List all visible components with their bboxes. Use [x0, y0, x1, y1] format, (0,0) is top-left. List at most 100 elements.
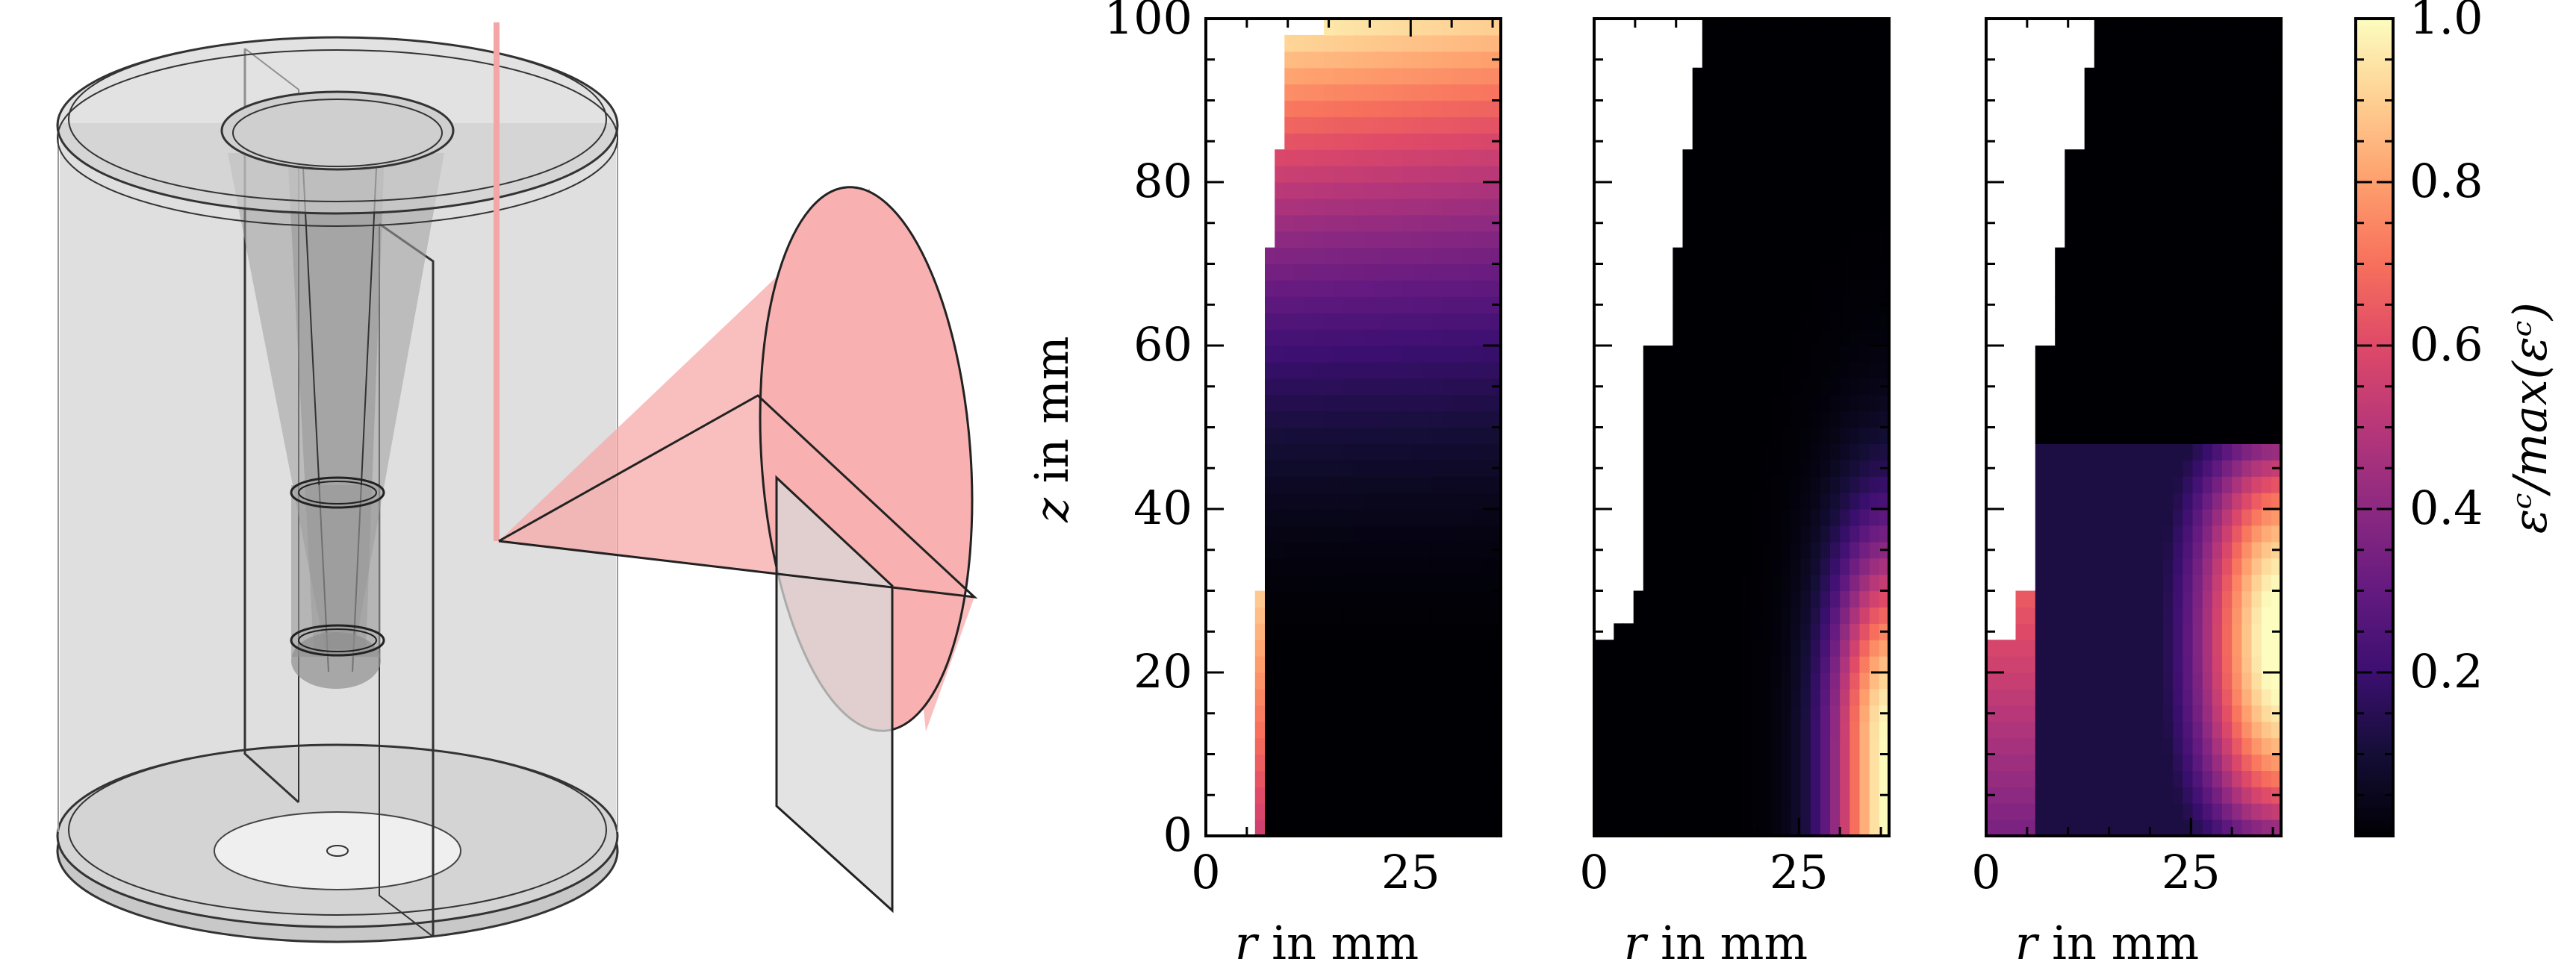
- heatmap-cell: [2133, 493, 2144, 510]
- heatmap-cell: [1859, 19, 1870, 36]
- y-tick-label: 40: [1133, 481, 1192, 535]
- heatmap-cell: [1820, 656, 1831, 673]
- heatmap-cell: [1663, 754, 1673, 771]
- heatmap-cell: [1741, 346, 1752, 363]
- heatmap-cell: [2124, 803, 2135, 820]
- heatmap-cell: [1771, 182, 1782, 199]
- heatmap-cell: [2241, 754, 2253, 771]
- heatmap-cell: [2133, 770, 2144, 787]
- heatmap-cell: [1275, 296, 1285, 313]
- heatmap-cell: [1334, 688, 1344, 706]
- heatmap-cell: [1830, 378, 1841, 396]
- heatmap-cell: [1623, 803, 1634, 820]
- heatmap-cell: [1692, 623, 1703, 640]
- heatmap-cell: [1471, 787, 1482, 804]
- heatmap-cell: [1372, 410, 1384, 428]
- heatmap-cell: [2271, 737, 2282, 755]
- heatmap-cell: [1412, 182, 1423, 199]
- heatmap-cell: [1383, 590, 1393, 608]
- heatmap-cell: [1363, 770, 1374, 787]
- heatmap-cell: [1771, 787, 1782, 804]
- heatmap-cell: [1402, 721, 1413, 739]
- heatmap-cell: [1431, 231, 1443, 249]
- heatmap-cell: [2251, 427, 2262, 444]
- heatmap-cell: [1869, 770, 1880, 787]
- heatmap-cell: [1800, 100, 1811, 117]
- heatmap-cell: [1810, 116, 1821, 134]
- heatmap-cell: [2212, 787, 2223, 804]
- heatmap-cell: [1422, 19, 1433, 36]
- heatmap-cell: [2074, 231, 2085, 249]
- heatmap-cell: [1761, 149, 1772, 166]
- heatmap-cell: [2183, 166, 2194, 183]
- heatmap-cell: [1712, 394, 1723, 412]
- heatmap-cell: [1284, 329, 1295, 346]
- heatmap-cell: [1771, 394, 1782, 412]
- heatmap-cell: [2065, 182, 2076, 199]
- heatmap-cell: [1996, 803, 2006, 820]
- heatmap-cell: [1422, 231, 1433, 249]
- heatmap-cell: [1702, 280, 1713, 297]
- heatmap-cell: [2232, 460, 2242, 477]
- heatmap-cell: [2192, 51, 2203, 69]
- heatmap-cell: [2192, 443, 2203, 460]
- heatmap-cell: [2143, 214, 2154, 232]
- heatmap-cell: [1771, 378, 1782, 396]
- heatmap-cell: [1431, 443, 1443, 460]
- heatmap-cell: [1673, 476, 1684, 493]
- heatmap-cell: [2055, 263, 2065, 281]
- heatmap-cell: [1363, 410, 1374, 428]
- heatmap-cell: [1879, 280, 1890, 297]
- heatmap-cell: [1594, 688, 1605, 706]
- heatmap-cell: [1471, 541, 1482, 559]
- heatmap-cell: [1761, 51, 1772, 69]
- heatmap-cell: [2222, 166, 2233, 183]
- heatmap-cell: [1800, 705, 1811, 722]
- heatmap-cell: [1741, 231, 1752, 249]
- heatmap-cell: [1471, 558, 1482, 575]
- heatmap-cell: [1452, 346, 1462, 363]
- heatmap-cell: [2241, 819, 2253, 837]
- heatmap-cell: [1284, 182, 1295, 199]
- heatmap-cell: [1653, 346, 1664, 363]
- heatmap-cell: [1393, 525, 1403, 543]
- support-frame: [243, 49, 300, 804]
- heatmap-cell: [1402, 541, 1413, 559]
- heatmap-cell: [1284, 656, 1295, 673]
- heatmap-cell: [2035, 476, 2046, 493]
- heatmap-cell: [2074, 247, 2085, 265]
- heatmap-cell: [1383, 737, 1393, 755]
- heatmap-cell: [2192, 280, 2203, 297]
- heatmap-cell: [2212, 67, 2223, 85]
- heatmap-cell: [1304, 166, 1315, 183]
- heatmap-cell: [1643, 476, 1654, 493]
- heatmap-cell: [2143, 133, 2154, 150]
- heatmap-cell: [1353, 787, 1364, 804]
- heatmap-cell: [1353, 754, 1364, 771]
- heatmap-cell: [2055, 394, 2065, 412]
- heatmap-cell: [1830, 166, 1841, 183]
- heatmap-cell: [1294, 67, 1305, 85]
- heatmap-cell: [1304, 672, 1315, 690]
- heatmap-cell: [1633, 737, 1644, 755]
- heatmap-cell: [1996, 721, 2006, 739]
- heatmap-cell: [2183, 590, 2194, 608]
- heatmap-cell: [2202, 149, 2213, 166]
- heatmap-cell: [1761, 182, 1772, 199]
- heatmap-cell: [1741, 656, 1752, 673]
- heatmap-cell: [1284, 787, 1295, 804]
- heatmap-cell: [1452, 493, 1462, 510]
- heatmap-cell: [1781, 313, 1791, 330]
- heatmap-cell: [2192, 493, 2203, 510]
- heatmap-cell: [2153, 705, 2164, 722]
- heatmap-cell: [1393, 100, 1403, 117]
- x-axis-var-1: r: [1235, 916, 1260, 965]
- heatmap-cell: [2055, 737, 2065, 755]
- heatmap-cell: [1442, 378, 1452, 396]
- heatmap-cell: [1653, 558, 1664, 575]
- heatmap-cell: [1422, 263, 1433, 281]
- heatmap-cell: [1692, 361, 1703, 379]
- heatmap-cell: [1781, 329, 1791, 346]
- heatmap-cell: [2251, 263, 2262, 281]
- heatmap-cell: [2271, 346, 2282, 363]
